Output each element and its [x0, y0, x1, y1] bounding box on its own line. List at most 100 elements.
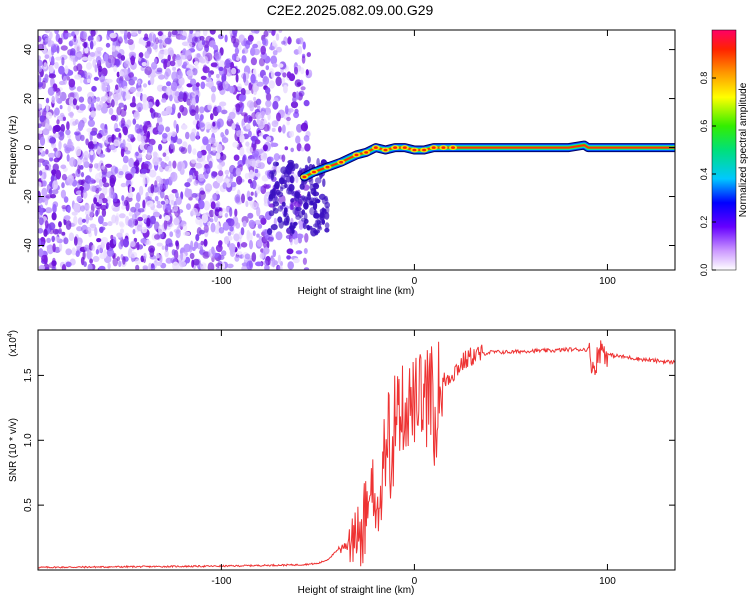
noise-speck — [97, 187, 102, 192]
noise-speck — [124, 142, 132, 153]
noise-speck — [272, 187, 276, 196]
noise-speck — [211, 93, 216, 103]
noise-speck — [172, 261, 180, 270]
noise-speck — [287, 35, 292, 45]
noise-speck — [219, 265, 223, 270]
noise-speck — [154, 195, 159, 202]
noise-speck — [48, 125, 53, 131]
noise-speck — [66, 121, 70, 131]
noise-speck — [105, 78, 113, 83]
noise-speck — [159, 254, 163, 264]
noise-speck — [200, 262, 207, 270]
noise-speck — [96, 146, 102, 155]
noise-speck — [164, 71, 169, 80]
noise-speck — [218, 66, 224, 72]
noise-speck — [258, 214, 265, 220]
noise-speck — [118, 260, 122, 267]
noise-speck — [303, 201, 309, 210]
noise-speck — [246, 260, 254, 270]
noise-speck — [156, 84, 164, 92]
noise-speck — [68, 112, 74, 117]
noise-speck — [136, 241, 140, 251]
noise-speck — [268, 30, 272, 34]
spectrogram-y-tick-label: 40 — [23, 44, 34, 56]
noise-speck — [258, 57, 265, 67]
noise-speck — [247, 196, 253, 201]
noise-speck — [116, 232, 123, 238]
noise-speck — [208, 160, 213, 169]
noise-speck — [38, 74, 42, 84]
noise-speck — [38, 228, 44, 234]
noise-speck — [75, 190, 82, 195]
noise-speck — [275, 76, 282, 87]
noise-speck — [157, 31, 163, 37]
noise-speck — [263, 124, 270, 132]
noise-speck — [175, 191, 179, 199]
noise-speck — [179, 35, 187, 41]
noise-speck — [62, 116, 66, 121]
noise-speck — [304, 233, 309, 243]
noise-speck — [152, 42, 158, 50]
noise-speck — [284, 146, 289, 151]
noise-speck — [88, 216, 94, 221]
noise-speck — [307, 191, 311, 198]
noise-speck — [294, 163, 299, 169]
noise-speck — [55, 92, 59, 103]
noise-speck — [137, 133, 142, 142]
noise-speck — [269, 68, 274, 73]
noise-speck — [131, 30, 138, 36]
noise-speck — [234, 255, 240, 262]
noise-speck — [143, 252, 147, 260]
noise-speck — [223, 178, 230, 183]
noise-speck — [202, 66, 210, 74]
noise-speck — [61, 264, 67, 270]
noise-speck — [224, 128, 229, 136]
noise-speck — [294, 108, 299, 114]
noise-speck — [105, 163, 113, 168]
noise-speck — [263, 30, 269, 37]
noise-speck — [197, 173, 205, 182]
noise-speck — [89, 153, 94, 163]
noise-speck — [61, 231, 66, 236]
noise-speck — [222, 80, 229, 90]
noise-speck — [100, 128, 108, 136]
noise-speck — [257, 223, 263, 229]
snr-multiplier-base: (x10 — [8, 337, 19, 357]
noise-speck — [168, 242, 174, 248]
noise-speck — [235, 122, 240, 131]
noise-speck — [127, 192, 134, 198]
noise-speck — [317, 226, 323, 231]
noise-speck — [95, 209, 99, 217]
noise-speck — [314, 197, 319, 203]
noise-speck — [275, 162, 279, 166]
noise-speck — [65, 129, 71, 136]
noise-speck — [74, 119, 79, 125]
noise-speck — [244, 172, 249, 180]
noise-speck — [180, 124, 188, 130]
noise-speck — [260, 45, 267, 55]
noise-speck — [286, 255, 291, 260]
spectrogram-y-tick-label: 0 — [23, 144, 34, 150]
noise-speck — [275, 231, 283, 241]
noise-speck — [217, 143, 223, 154]
noise-speck — [125, 91, 131, 99]
noise-speck — [172, 160, 177, 169]
noise-speck — [54, 61, 59, 69]
noise-speck — [229, 226, 234, 232]
noise-speck — [221, 109, 228, 115]
noise-speck — [285, 234, 293, 240]
noise-speck — [272, 207, 279, 214]
noise-speck — [210, 62, 218, 68]
noise-speck — [178, 223, 182, 229]
noise-speck — [268, 171, 275, 178]
noise-speck — [192, 68, 198, 76]
noise-speck — [245, 200, 249, 207]
noise-speck — [231, 53, 237, 61]
signal-blob-core — [441, 146, 446, 149]
noise-speck — [272, 196, 279, 204]
noise-speck — [101, 177, 107, 184]
noise-speck — [300, 147, 305, 152]
signal-blob-core — [302, 175, 307, 179]
noise-speck — [177, 161, 182, 172]
noise-speck — [152, 211, 161, 218]
